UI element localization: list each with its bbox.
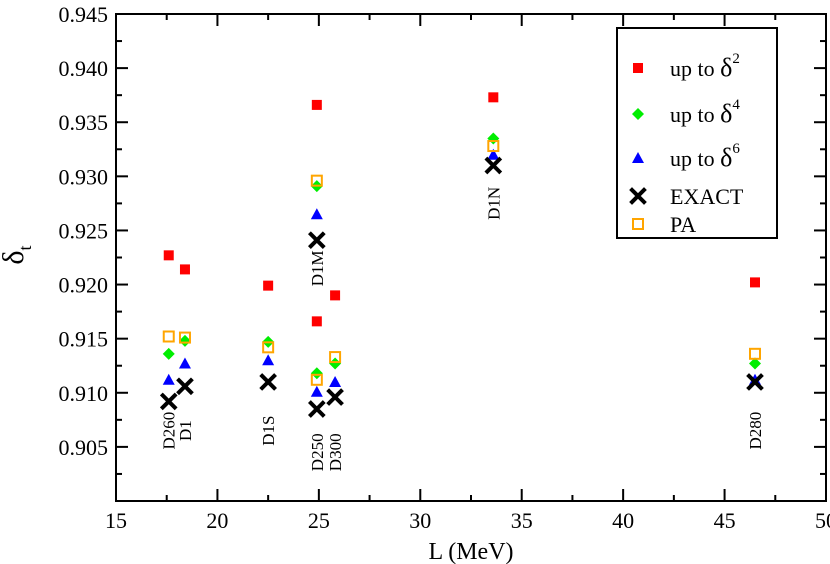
legend-marker-4 [632,218,644,230]
point-triangle [262,354,275,366]
annotation-d1n: D1N [484,187,503,220]
y-tick-label: 0.940 [59,56,109,81]
legend-label-4: PA [670,212,696,237]
point-square-open [310,174,323,187]
annotation-d280: D280 [746,412,765,450]
x-tick-label: 30 [409,508,431,533]
x-tick-label: 45 [714,508,736,533]
x-tick-label: 20 [206,508,228,533]
point-diamond [749,357,761,370]
y-tick-label: 0.915 [59,327,109,352]
point-square-open [162,330,175,343]
point-cross [326,388,344,406]
series-0 [163,92,760,327]
series-1 [162,132,761,380]
point-diamond [178,334,191,347]
point-triangle [310,385,323,397]
point-diamond [329,357,342,370]
point-cross [484,156,503,175]
x-tick-label: 40 [612,508,634,533]
y-tick-label: 0.925 [59,218,109,243]
legend-label-3: EXACT [670,184,744,209]
legend-label-2: up to δ6 [670,141,740,172]
point-cross [746,373,764,391]
y-tick-label: 0.920 [59,273,109,298]
legend-marker-2 [632,152,644,163]
point-triangle [310,208,323,220]
y-tick-label: 0.935 [59,110,109,135]
point-cross [176,377,194,396]
point-triangle [487,148,500,160]
y-tick-label: 0.905 [59,435,109,460]
y-tick-label: 0.945 [59,2,109,27]
annotation-d1s: D1S [259,416,278,446]
y-tick-label: 0.930 [59,164,109,189]
annotation-d300: D300 [326,433,345,471]
data-points [159,92,764,418]
series-2 [162,148,761,397]
point-square-open [262,341,275,354]
y-tick-label: 0.910 [59,381,109,406]
series-3 [159,156,764,418]
x-tick-label: 35 [511,508,533,533]
legend-marker-3 [629,187,647,205]
point-square-open [178,331,191,344]
legend-label-0: up to δ2 [670,51,740,82]
point-cross [159,392,178,411]
point-triangle [162,373,175,385]
point-diamond [310,367,323,380]
point-cross [308,231,326,250]
x-tick-label: 25 [308,508,330,533]
series-4 [162,140,761,386]
point-cross [259,373,277,391]
point-square-filled [179,264,190,275]
legend-label-1: up to δ4 [670,97,740,128]
point-square-filled [330,290,341,301]
x-tick-label: 50 [815,508,830,533]
point-diamond [162,347,175,360]
point-square-filled [750,277,760,288]
x-axis-title: L (MeV) [428,539,513,564]
point-triangle [178,357,191,369]
point-square-filled [163,250,174,261]
point-cross [308,400,326,418]
annotation-d250: D250 [308,433,327,471]
annotation-d1: D1 [176,420,195,441]
point-square-filled [311,99,322,110]
legend-marker-1 [632,108,644,120]
x-tick-label: 15 [105,508,127,533]
legend-marker-0 [633,63,643,73]
point-square-filled [263,280,274,291]
annotation-d1m: D1M [308,250,327,286]
point-square-open [487,140,500,153]
y-axis-title: δt [0,245,35,264]
legend: up to δ2 up to δ4 up to δ6 EXACT PA [616,27,778,239]
axis-titles: L (MeV) δt [0,245,514,564]
point-square-open [310,373,323,386]
ticks: 15 20 25 30 35 40 45 50 0.905 0.910 0.915 0.920 0.92… [59,2,830,533]
point-square-open [749,347,761,360]
point-square-filled [488,92,499,103]
point-square-filled [311,316,322,327]
annotation-d260: D260 [160,412,179,450]
point-square-open [329,351,342,364]
point-triangle [329,375,342,387]
